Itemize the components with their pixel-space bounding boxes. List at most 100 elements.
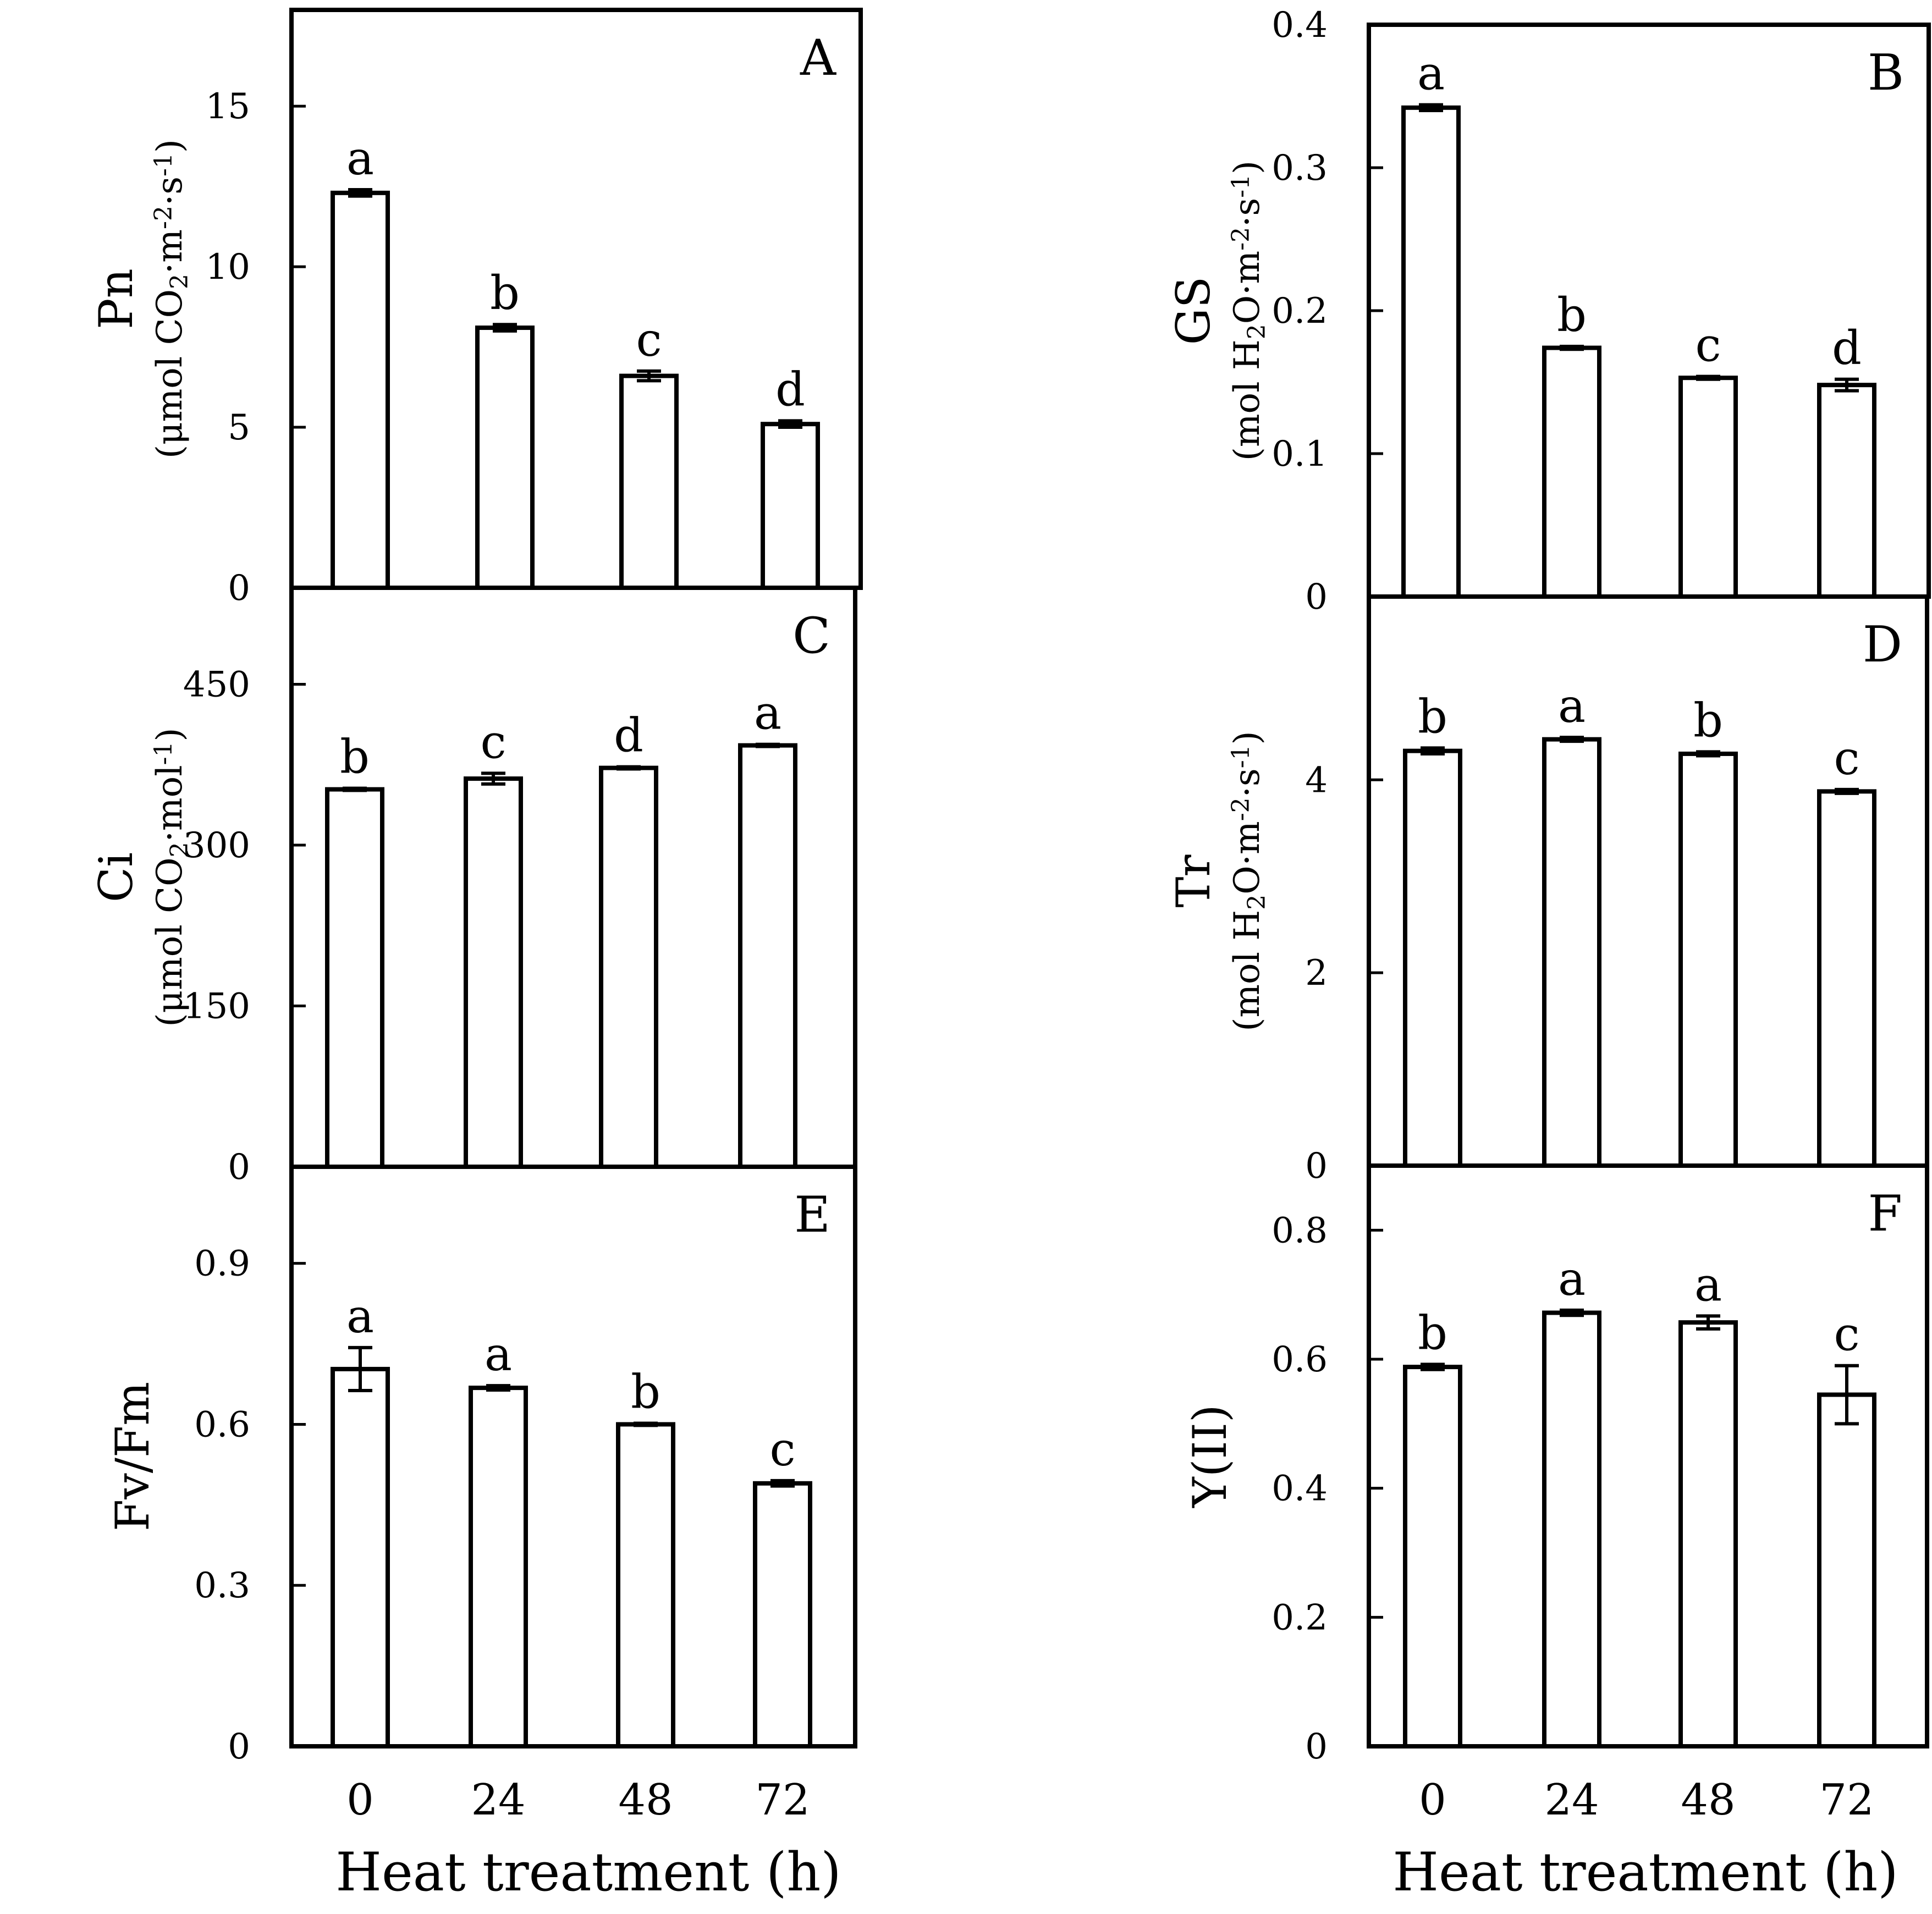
panel-a-bar xyxy=(475,326,535,590)
panel-f-ytick-label: 0.6 xyxy=(1272,1339,1328,1380)
panel-e-error-bar xyxy=(486,1384,510,1392)
panel-e-ytick-label: 0 xyxy=(228,1727,250,1767)
panel-b-ytick-label: 0.2 xyxy=(1272,291,1328,332)
panel-c-error-bar xyxy=(617,765,641,771)
panel-a-ytick-label: 0 xyxy=(228,568,250,609)
panel-f-significance-letter: a xyxy=(1694,1257,1722,1311)
panel-b-significance-letter: d xyxy=(1832,321,1862,375)
panel-f: 0 0.2 0.4 0.6 0.8 0 24 48 72 Fb a a c Y(II) xyxy=(1183,1163,1929,1825)
panel-a-letter: A xyxy=(800,29,836,87)
panel-f-error-bar xyxy=(1696,1314,1720,1331)
panel-a-significance-letter: c xyxy=(636,313,662,367)
panel-c-significance-letter: c xyxy=(480,715,506,769)
panel-c-letter: C xyxy=(792,607,830,665)
panel-f-bar xyxy=(1403,1365,1462,1749)
panel-f-bar xyxy=(1542,1310,1601,1748)
panel-d-significance-letter: b xyxy=(1418,690,1447,743)
panel-f-bar xyxy=(1678,1320,1738,1749)
panel-d-error-bar xyxy=(1696,750,1720,758)
panel-a-bar xyxy=(761,422,820,590)
panel-b-significance-letter: c xyxy=(1695,318,1721,372)
panel-d: 0 2 4 Db a b c Tr(mol H2O·m-2·s-1) xyxy=(1166,594,1929,1187)
panel-b-significance-letter: a xyxy=(1417,47,1445,101)
panel-d-ytick-label: 2 xyxy=(1305,953,1328,994)
panel-a-error-bar xyxy=(778,419,802,429)
panel-f-xtick-label: 72 xyxy=(1819,1775,1874,1825)
panel-c-significance-letter: b xyxy=(340,730,370,784)
panel-a-error-bar xyxy=(348,187,372,198)
panel-f-significance-letter: a xyxy=(1558,1252,1586,1306)
panel-f-significance-letter: b xyxy=(1418,1306,1447,1360)
panel-d-error-bar xyxy=(1421,746,1445,755)
panel-f-bar xyxy=(1817,1392,1876,1749)
panel-f-letter: F xyxy=(1868,1185,1902,1243)
panel-d-error-bar xyxy=(1560,736,1584,743)
panel-a-significance-letter: b xyxy=(490,266,520,320)
panel-c-bar xyxy=(599,765,658,1169)
panel-d-letter: D xyxy=(1863,616,1902,674)
panel-c-error-bar xyxy=(481,771,505,786)
panel-d-bar xyxy=(1403,748,1462,1168)
panel-a-significance-letter: a xyxy=(346,131,374,185)
panel-e-xtick-label: 72 xyxy=(755,1775,810,1825)
panel-e-ylabel: Fv/Fm xyxy=(106,1382,159,1531)
panel-d-ylabel: Tr xyxy=(1166,854,1220,908)
panel-e-significance-letter: a xyxy=(346,1289,374,1343)
panel-a-error-bar xyxy=(637,369,661,383)
figure-panels: 0 5 10 15 Aa b c d Pn (μmol CO2·m-2·s-1) 0 0.1 0.2 0.… xyxy=(89,5,1931,1825)
panel-c-ytick-label: 150 xyxy=(183,986,250,1027)
panel-f-xtick-label: 0 xyxy=(1419,1775,1446,1825)
panel-a-bar xyxy=(331,190,390,591)
panel-d-ytick-label: 4 xyxy=(1305,760,1328,801)
panel-c-significance-letter: a xyxy=(754,686,781,740)
panel-c-ytick-label: 300 xyxy=(183,825,250,866)
panel-a-significance-letter: d xyxy=(775,362,805,416)
panel-d-error-bar xyxy=(1835,787,1859,795)
panel-e-error-bar xyxy=(348,1345,372,1392)
panel-e-significance-letter: a xyxy=(485,1327,512,1381)
panel-a-ylabel: Pn xyxy=(89,268,143,329)
panel-e-xtick-label: 0 xyxy=(346,1775,374,1825)
panel-f-ytick-label: 0 xyxy=(1305,1727,1328,1767)
panel-a-ytick-label: 10 xyxy=(206,247,250,288)
panel-b-ytick-label: 0.4 xyxy=(1272,5,1328,46)
panel-c-ytick-label: 450 xyxy=(183,665,250,705)
panel-c-bar xyxy=(464,776,523,1169)
panel-e-error-bar xyxy=(770,1479,795,1488)
x-axis-label-left: Heat treatment (h) xyxy=(335,1841,841,1903)
panel-e-xtick-label: 24 xyxy=(471,1775,525,1825)
panel-f-ytick-label: 0.2 xyxy=(1272,1597,1328,1638)
panel-e-significance-letter: b xyxy=(631,1365,660,1419)
panel-f-ytick-label: 0.4 xyxy=(1272,1469,1328,1509)
panel-c-yunit: (μmol CO2·mol-1) xyxy=(150,728,194,1027)
panel-c-error-bar xyxy=(343,786,367,792)
panel-f-significance-letter: c xyxy=(1834,1308,1859,1361)
panel-f-error-bar xyxy=(1421,1363,1445,1371)
panel-d-yunit: (mol H2O·m-2·s-1) xyxy=(1227,731,1271,1031)
panel-a-ytick-label: 5 xyxy=(228,407,250,448)
panel-a-yunit: (μmol CO2·m-2·s-1) xyxy=(150,139,194,459)
panel-b-yunit: (mol H2O·m-2·s-1) xyxy=(1227,161,1271,461)
panel-f-error-bar xyxy=(1835,1364,1859,1426)
panel-b-ylabel: GS xyxy=(1166,277,1220,345)
panel-d-bar xyxy=(1678,751,1738,1168)
panel-b-ytick-label: 0.3 xyxy=(1272,148,1328,189)
panel-e-bar xyxy=(753,1481,812,1749)
panel-e-significance-letter: c xyxy=(769,1422,795,1476)
panel-b-bar xyxy=(1542,345,1601,599)
panel-b-significance-letter: b xyxy=(1557,288,1587,342)
panel-b-bar xyxy=(1401,105,1461,599)
panel-b-ytick-label: 0 xyxy=(1305,577,1328,617)
panel-f-xtick-label: 24 xyxy=(1544,1775,1599,1825)
panel-b: 0 0.1 0.2 0.3 0.4 Ba b c d GS(mol H2O·m-2·s-1) xyxy=(1166,5,1931,617)
panel-a-ytick-label: 15 xyxy=(206,86,250,127)
panel-e-frame xyxy=(289,1165,857,1748)
panel-b-error-bar xyxy=(1835,377,1859,393)
panel-e-bar xyxy=(469,1386,528,1749)
panel-c-ylabel: Ci xyxy=(89,852,143,902)
x-axis-label-right: Heat treatment (h) xyxy=(1392,1841,1898,1903)
panel-c-bar xyxy=(325,787,384,1169)
panel-c-ytick-label: 0 xyxy=(228,1147,250,1188)
panel-a-error-bar xyxy=(493,323,517,333)
